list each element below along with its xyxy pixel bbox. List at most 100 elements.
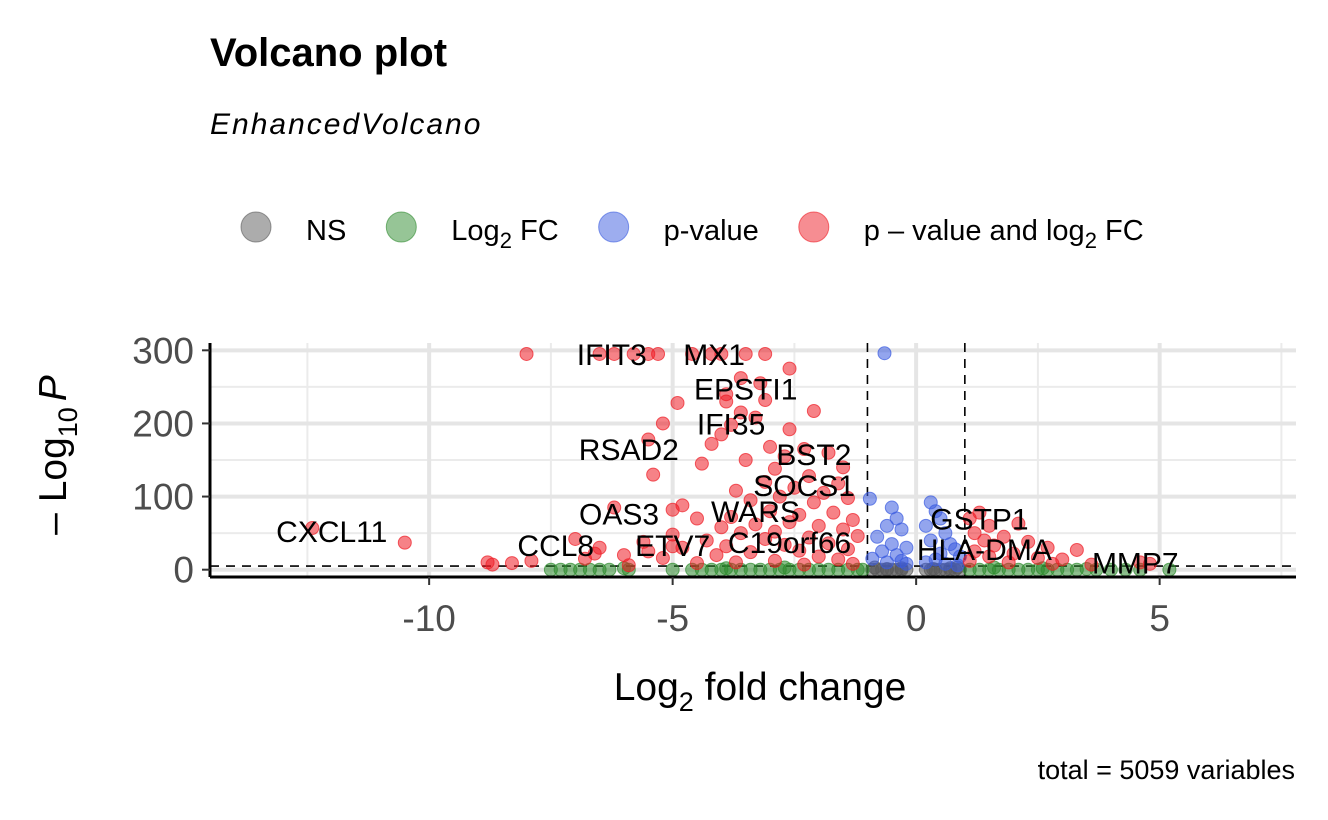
point-p_fc [816,485,831,500]
gene-label-mmp7: MMP7 [1092,547,1179,580]
point-p_fc [519,346,534,361]
point-p_fc [831,552,846,567]
point-p_fc [763,504,778,519]
point-p [877,346,892,361]
point-p_fc [772,489,787,504]
point-p_fc [840,542,855,557]
x-tick-label: 0 [906,598,927,639]
point-p_fc [724,510,739,525]
point-p_fc [1040,540,1055,555]
point-p_fc [728,555,743,570]
point-p_fc [1030,550,1045,565]
point-p_fc [524,553,539,568]
point-p_fc [485,557,500,572]
y-tick-label: 0 [173,550,194,591]
point-p_fc [767,524,782,539]
point-p_fc [699,533,714,548]
point-p_fc [1001,555,1016,570]
point-p_fc [806,495,821,510]
point-p_fc [972,505,987,520]
point-p_fc [806,404,821,419]
point-p_fc [670,395,685,410]
legend-key-p [598,211,630,243]
point-p_fc [689,556,704,571]
gene-label-c19orf66: C19orf66 [728,527,851,560]
point-p_fc [1142,556,1157,571]
point-p_fc [758,393,773,408]
chart-caption: total = 5059 variables [1038,755,1295,785]
point-p_fc [748,410,763,425]
legend-key-p_fc [798,211,830,243]
point-p_fc [577,551,592,566]
point-p_fc [802,469,817,484]
point-p_fc [758,346,773,361]
point-p_fc [840,491,855,506]
gene-label-wars: WARS [711,496,800,529]
point-p_fc [743,545,758,560]
point-p_fc [836,522,851,537]
legend: NS Log2 FC p-value p – value and log2 FC [240,211,1144,253]
point-fc [602,562,617,577]
point-p_fc [797,557,812,572]
point-p_fc [787,480,802,495]
point-p_fc [758,474,773,489]
point-p_fc [626,346,641,361]
gene-label-etv7: ETV7 [635,530,710,563]
point-p_fc [305,521,320,536]
point-p_fc [719,539,734,554]
point-p_fc [641,544,656,559]
point-p_fc [733,526,748,541]
point-p_fc [733,371,748,386]
point-p_fc [782,515,797,530]
point-p_fc [714,520,729,535]
x-tick-label: -10 [402,598,455,639]
point-p_fc [777,537,792,552]
point-p_fc [845,556,860,571]
point-p_fc [777,449,792,464]
chart-subtitle: EnhancedVolcano [210,108,482,141]
point-p_fc [714,346,729,361]
gene-label-gstp1: GSTP1 [930,504,1028,537]
point-p_fc [767,461,782,476]
point-p_fc [1011,516,1026,531]
point-p_fc [646,467,661,482]
point-p_fc [1045,556,1060,571]
point-p_fc [782,361,797,376]
point-p_fc [792,507,807,522]
point-p_fc [821,445,836,460]
point-p_fc [967,526,982,541]
point-p_fc [665,539,680,554]
point-p_fc [592,346,607,361]
point-p_fc [655,550,670,565]
gene-label-mx1: MX1 [683,339,745,372]
point-p_fc [982,549,997,564]
point-p_fc [845,512,860,527]
point-p_fc [962,553,977,568]
point-p_fc [592,540,607,555]
gene-label-socs1: SOCS1 [753,470,855,503]
gene-label-ifi35: IFI35 [697,408,765,441]
point-p_fc [850,529,865,544]
y-tick-label: 100 [132,477,194,518]
point-p [879,555,894,570]
point-p_fc [802,530,817,545]
gene-label-epsti1: EPSTI1 [694,373,797,406]
x-tick-label: 5 [1149,598,1170,639]
gene-label-rsad2: RSAD2 [579,434,679,467]
legend-label: p – value and log2 FC [864,215,1144,253]
point-p_fc [821,536,836,551]
point-p_fc [694,456,709,471]
point-p_fc [504,556,519,571]
point-p_fc [797,442,812,457]
point-p_fc [738,453,753,467]
y-axis-title: – Log10P [32,375,83,535]
point-p_fc [607,500,622,515]
point-p_fc [763,439,778,454]
point-p_fc [1084,557,1099,572]
point-p_fc [714,427,729,442]
point-p_fc [811,549,826,564]
y-tick-label: 300 [132,330,194,371]
point-p_fc [758,531,773,546]
gene-label-oas3: OAS3 [579,498,659,531]
